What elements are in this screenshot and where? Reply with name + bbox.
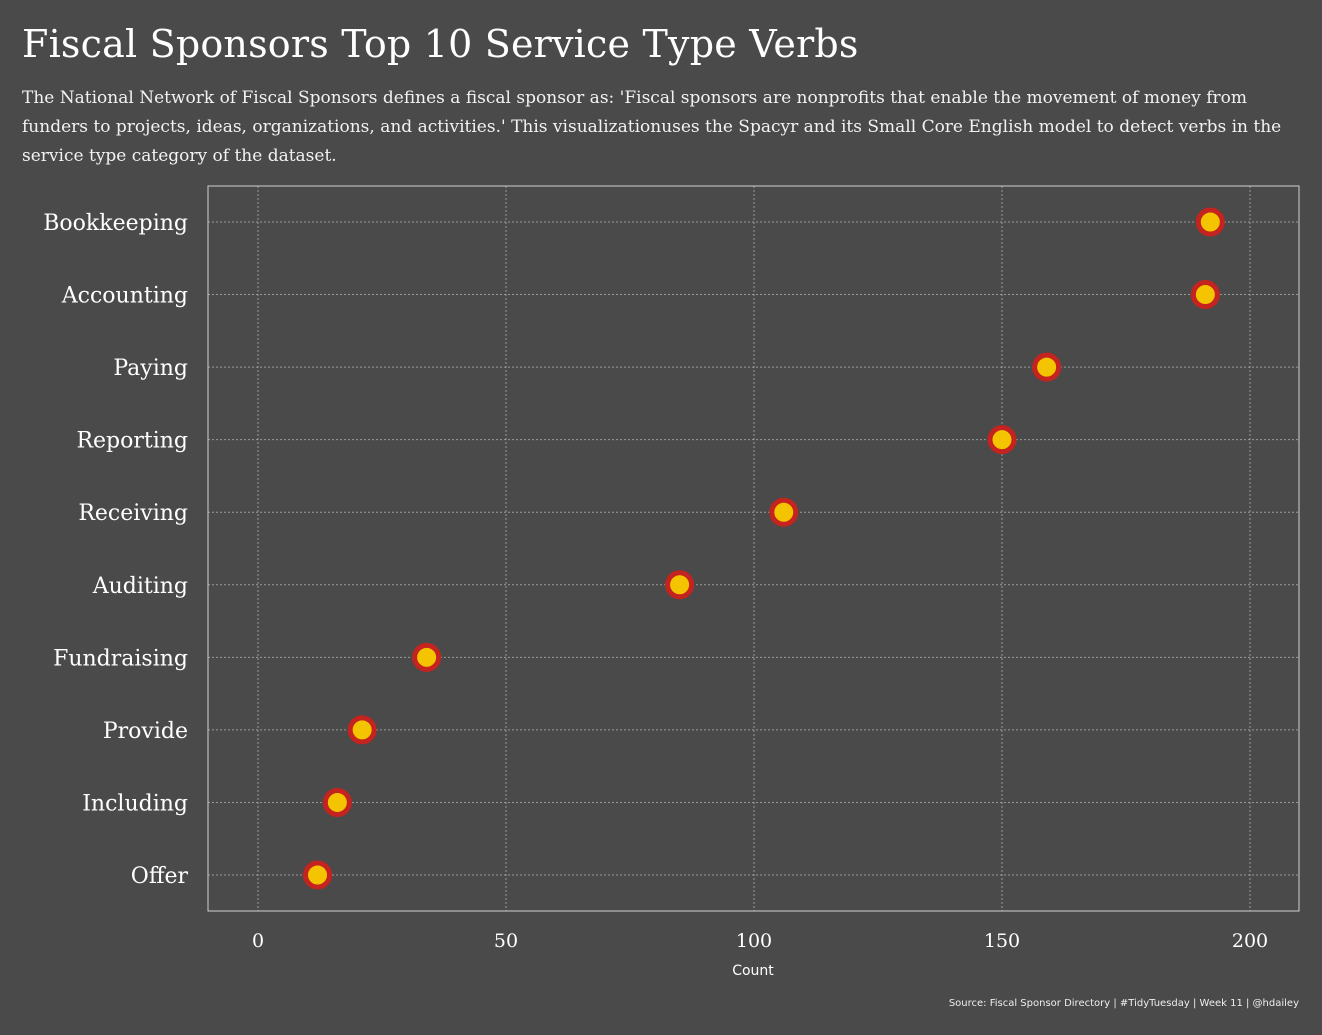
source-caption: Source: Fiscal Sponsor Directory | #Tidy…	[948, 998, 1299, 1009]
y-tick-label: Auditing	[92, 574, 188, 599]
data-point	[347, 715, 377, 745]
data-point	[1190, 280, 1220, 310]
y-tick-label: Offer	[131, 864, 189, 889]
y-tick-label: Fundraising	[53, 646, 188, 671]
y-tick-label: Provide	[103, 719, 188, 744]
chart-title: Fiscal Sponsors Top 10 Service Type Verb…	[22, 22, 859, 66]
x-tick-label: 200	[1232, 930, 1268, 952]
x-tick-label: 150	[984, 930, 1020, 952]
data-point	[769, 497, 799, 527]
y-tick-label: Including	[82, 791, 188, 816]
y-tick-label: Receiving	[78, 501, 188, 526]
y-tick-label: Reporting	[76, 429, 188, 454]
data-point	[303, 860, 333, 890]
data-point	[1032, 352, 1062, 382]
data-point	[322, 787, 352, 817]
x-tick-label: 100	[736, 930, 772, 952]
data-point	[987, 425, 1017, 455]
y-tick-label: Paying	[113, 356, 188, 381]
x-tick-label: 50	[494, 930, 518, 952]
y-tick-label: Bookkeeping	[43, 211, 188, 236]
y-tick-labels: Bookkeeping Accounting Paying Reporting Rece…	[43, 211, 188, 889]
x-tick-label: 0	[252, 930, 264, 952]
data-points	[303, 207, 1225, 890]
data-point	[665, 570, 695, 600]
x-tick-labels: 0 50 100 150 200	[252, 930, 1268, 952]
y-tick-label: Accounting	[61, 284, 188, 309]
data-point	[412, 642, 442, 672]
chart-subtitle: The National Network of Fiscal Sponsors …	[22, 88, 1282, 166]
plot-panel-border	[207, 185, 1300, 912]
data-point	[1195, 207, 1225, 237]
grid-lines	[208, 186, 1299, 911]
x-axis-label: Count	[732, 963, 774, 979]
